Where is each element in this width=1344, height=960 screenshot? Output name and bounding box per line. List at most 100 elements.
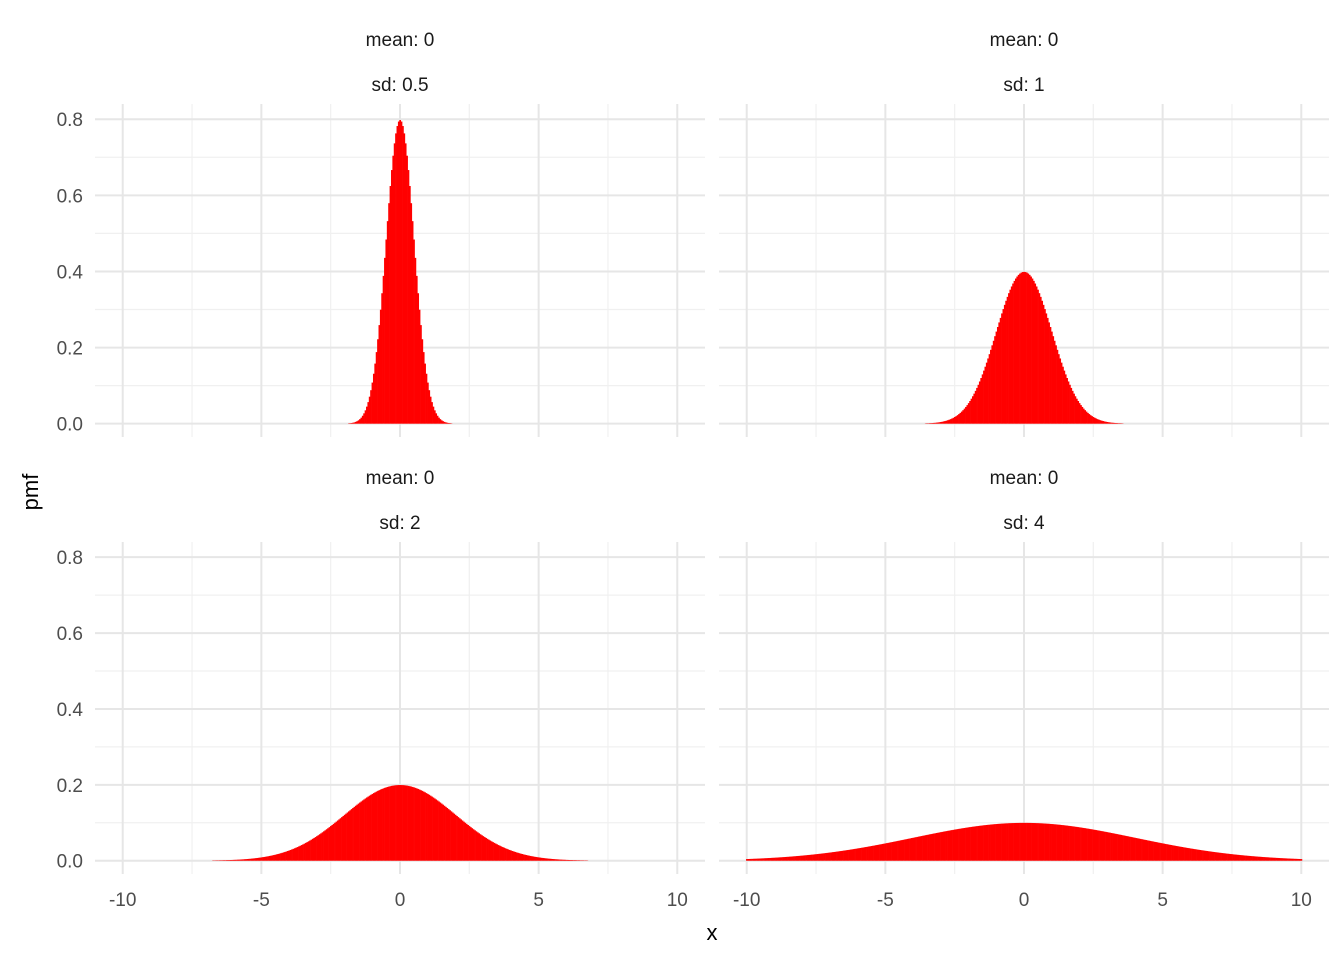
bar: [1110, 832, 1113, 861]
bar-series: [924, 271, 1124, 424]
bar: [940, 832, 942, 861]
bar: [1006, 296, 1009, 424]
bar: [768, 858, 770, 861]
bar: [888, 842, 891, 861]
bar: [764, 858, 766, 861]
bar: [1088, 414, 1091, 424]
bar: [1105, 831, 1107, 861]
bar: [413, 787, 415, 861]
bar: [253, 858, 256, 861]
bar: [930, 423, 933, 424]
bar: [420, 790, 422, 861]
bar: [830, 852, 833, 861]
bar: [421, 790, 424, 861]
bar: [1110, 422, 1113, 424]
bar: [1207, 851, 1210, 861]
bar: [519, 853, 522, 861]
bar: [1052, 336, 1055, 424]
bar: [1224, 853, 1227, 861]
bar: [1005, 300, 1007, 424]
bar: [1155, 842, 1157, 861]
bar: [1112, 422, 1114, 424]
bar: [951, 418, 953, 424]
bar: [973, 826, 976, 861]
bar: [409, 786, 411, 861]
bar: [1114, 423, 1117, 424]
bar: [415, 788, 418, 861]
bar: [1064, 374, 1067, 424]
bar: [313, 837, 316, 861]
bar: [868, 846, 870, 861]
bar: [862, 847, 865, 861]
bar: [1031, 278, 1034, 424]
bar: [461, 820, 464, 861]
bar: [388, 203, 390, 424]
bar: [1231, 854, 1233, 861]
bar: [396, 126, 399, 424]
bar: [880, 844, 883, 861]
bar: [335, 821, 338, 861]
bar: [403, 785, 406, 861]
bar: [995, 331, 998, 424]
bar: [980, 825, 983, 861]
bar: [981, 374, 984, 424]
bar: [288, 850, 291, 861]
bar: [1103, 421, 1106, 424]
bar: [856, 848, 859, 861]
bar: [1051, 824, 1053, 861]
bar: [747, 859, 750, 861]
bar: [769, 857, 772, 861]
bar: [773, 857, 776, 861]
bar: [891, 842, 894, 861]
bar: [1261, 856, 1264, 861]
bar: [1114, 833, 1117, 861]
bar: [1134, 837, 1136, 861]
bar: [1082, 827, 1085, 861]
bar: [762, 858, 765, 861]
bar: [1024, 272, 1027, 424]
bar: [332, 823, 335, 861]
bar: [765, 858, 768, 861]
bar: [562, 859, 565, 861]
bar-series: [212, 785, 589, 861]
bar: [1109, 832, 1111, 861]
bar: [406, 785, 408, 861]
bar: [977, 384, 980, 424]
bar: [539, 857, 542, 861]
bar: [573, 860, 576, 861]
bar: [872, 845, 874, 861]
bar: [532, 856, 535, 861]
bar: [1014, 822, 1017, 861]
bar: [789, 856, 791, 861]
facet-strip-mean: mean: 0: [990, 30, 1059, 51]
bar: [859, 847, 862, 861]
bar: [963, 408, 966, 424]
bar: [746, 859, 748, 861]
bar: [377, 790, 379, 861]
bar: [826, 852, 829, 861]
bar: [929, 834, 931, 861]
bar: [1105, 421, 1107, 424]
bar: [248, 858, 250, 861]
bar: [1026, 272, 1028, 424]
bar: [958, 414, 960, 424]
bar: [356, 421, 359, 424]
bar: [816, 854, 819, 861]
bar: [306, 842, 309, 861]
bar: [1020, 822, 1023, 861]
bar: [555, 859, 558, 861]
bar: [572, 860, 575, 861]
bar: [1002, 823, 1005, 861]
bar: [1016, 276, 1019, 424]
bar: [289, 849, 292, 861]
bar: [511, 850, 514, 861]
bar: [489, 840, 492, 861]
bar: [370, 794, 372, 861]
bar: [465, 823, 468, 861]
bar: [456, 815, 458, 861]
bar: [1002, 309, 1005, 424]
bar: [948, 419, 951, 424]
bar: [364, 410, 367, 424]
bar: [1071, 826, 1074, 861]
